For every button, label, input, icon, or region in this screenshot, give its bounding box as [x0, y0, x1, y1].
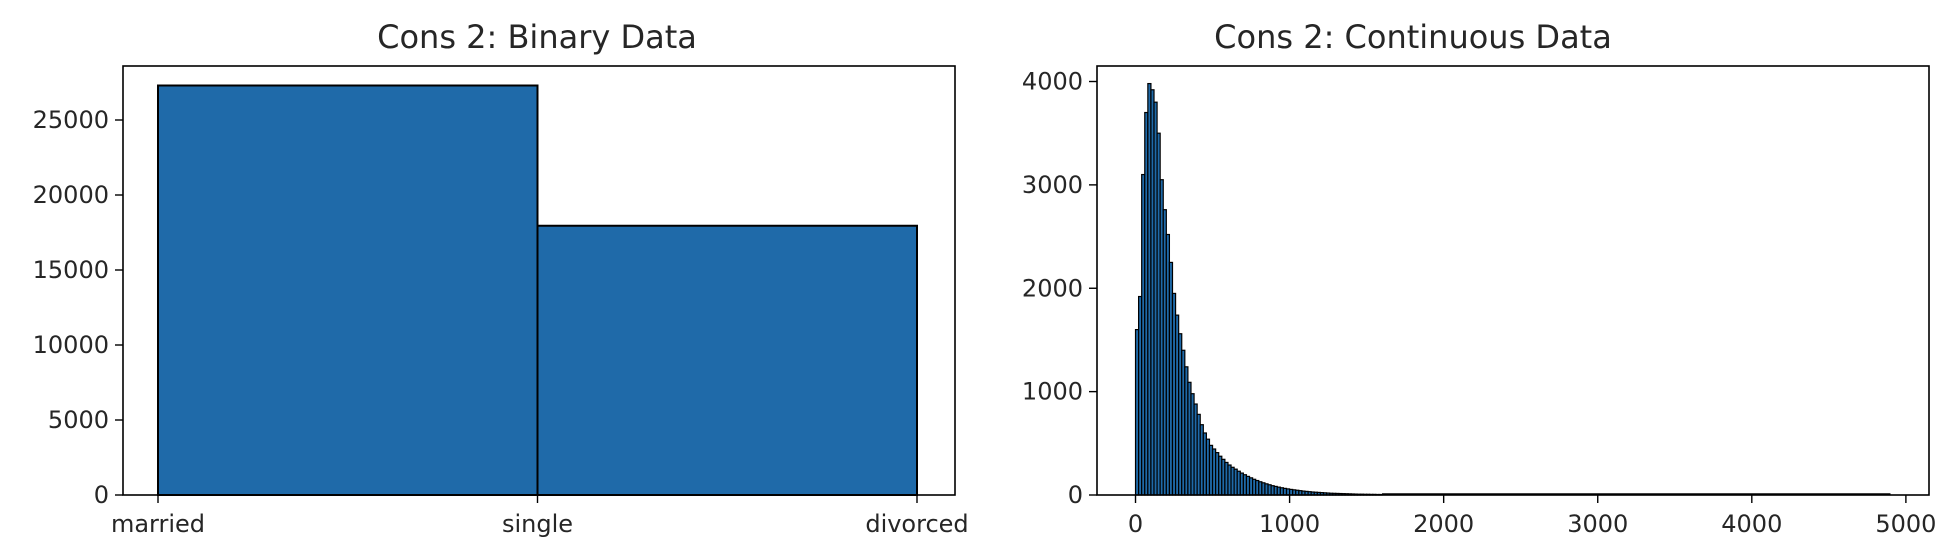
bar-single	[536, 224, 918, 496]
chart-title: Cons 2: Continuous Data	[1214, 18, 1612, 56]
plot-frame	[1096, 65, 1930, 496]
y-tick-label: 1000	[1022, 378, 1083, 406]
y-tick-label: 20000	[33, 181, 109, 209]
x-tick-label: 0	[1128, 510, 1143, 538]
y-tick-label: 15000	[33, 256, 109, 284]
x-axis: 0 1000 2000 3000 4000 5000	[1128, 495, 1936, 538]
x-tick-label: 3000	[1567, 510, 1628, 538]
x-tick-label: 5000	[1875, 510, 1936, 538]
x-tick-label: divorced	[865, 510, 968, 538]
x-tick-label: single	[502, 510, 573, 538]
continuous-data-histogram: Cons 2: Continuous Data 0 1000 2000 3000 400…	[1022, 18, 1937, 538]
y-tick-label: 0	[94, 481, 109, 509]
y-tick-label: 25000	[33, 106, 109, 134]
plot-frame	[122, 65, 956, 496]
x-tick-label: 1000	[1259, 510, 1320, 538]
x-tick-label: 2000	[1413, 510, 1474, 538]
y-axis: 0 1000 2000 3000 4000	[1022, 68, 1097, 509]
bar-married	[157, 84, 539, 496]
y-tick-label: 2000	[1022, 274, 1083, 302]
y-tick-label: 0	[1068, 481, 1083, 509]
x-axis: married single divorced	[111, 495, 969, 538]
bars	[157, 84, 918, 496]
y-tick-label: 3000	[1022, 171, 1083, 199]
x-tick-label: married	[111, 510, 205, 538]
x-tick-label: 4000	[1721, 510, 1782, 538]
y-axis: 0 5000 10000 15000 20000 25000	[33, 106, 123, 509]
binary-data-histogram: Cons 2: Binary Data 0 5000 10000 15000 20000…	[33, 18, 969, 538]
y-tick-label: 5000	[48, 406, 109, 434]
y-tick-label: 10000	[33, 331, 109, 359]
y-tick-label: 4000	[1022, 68, 1083, 96]
chart-title: Cons 2: Binary Data	[377, 18, 697, 56]
